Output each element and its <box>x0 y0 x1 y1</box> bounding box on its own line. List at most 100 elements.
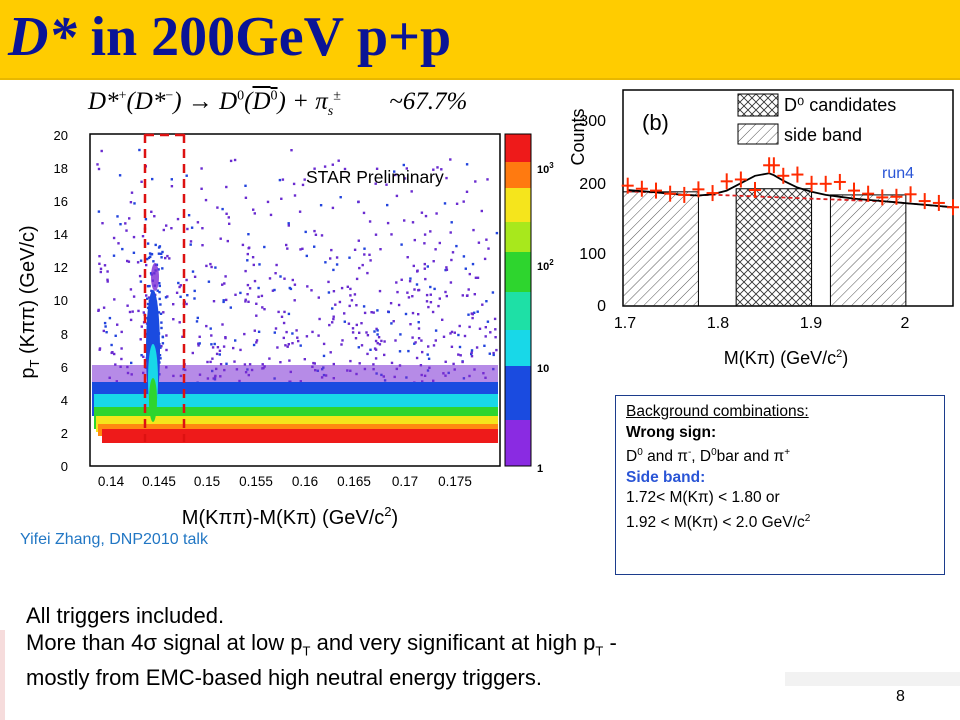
hist-dot <box>187 214 191 217</box>
hist-dot <box>146 242 150 245</box>
hist-dot <box>273 288 276 292</box>
hist-dot <box>221 283 224 286</box>
wrong-sign-label: Wrong sign: <box>626 423 717 441</box>
hist-dot <box>146 297 149 300</box>
title-bar <box>0 0 960 78</box>
hist-dot <box>451 251 455 254</box>
hist-dot <box>175 291 179 294</box>
hist-dot <box>414 341 417 344</box>
hist-dot <box>110 351 113 355</box>
cb-blue <box>505 366 531 420</box>
hist-dot <box>116 323 119 326</box>
hist-dot <box>120 347 123 350</box>
hist-dot <box>197 342 200 345</box>
hist-dot <box>465 163 469 166</box>
hist-dot <box>251 256 255 259</box>
data-point <box>805 175 818 192</box>
hist-dot <box>177 281 180 285</box>
hist-dot <box>407 296 411 299</box>
data-point <box>664 185 677 202</box>
hist-dot <box>287 222 290 225</box>
hist-dot <box>279 275 282 278</box>
hist-dot <box>369 259 372 262</box>
hist-dot <box>293 194 297 197</box>
hist-dot <box>287 343 290 346</box>
hist-dot <box>253 329 256 332</box>
hist-dot <box>263 308 266 311</box>
title-prefix: D* <box>8 6 77 68</box>
hist-dot <box>99 270 102 274</box>
hist-dot <box>279 361 282 364</box>
hist-dot <box>129 288 133 291</box>
run-label: run4 <box>882 165 914 182</box>
hist-dot <box>445 294 448 298</box>
hist-dot <box>362 211 366 215</box>
hist-dot <box>136 261 140 264</box>
hist-dot <box>241 243 245 247</box>
hist-dot <box>322 354 326 358</box>
right-ytick-0: 0 <box>597 298 606 315</box>
hist-dot <box>263 245 266 249</box>
title-divider <box>0 78 960 80</box>
hist-dot <box>396 290 399 294</box>
hist-dot <box>358 266 361 270</box>
hist-dot <box>434 248 437 251</box>
hist-dot <box>243 332 246 336</box>
right-ytick-300: 300 <box>579 113 606 130</box>
hist-dot <box>458 324 461 328</box>
hist-dot <box>348 256 351 259</box>
hist-dot <box>389 302 393 305</box>
hist-dot <box>314 233 318 236</box>
decay-pion-sup: ± <box>333 88 341 104</box>
hist-dot <box>331 321 334 324</box>
hist-dot <box>176 217 180 221</box>
hist-dot <box>121 247 124 251</box>
hist-dot <box>385 183 388 186</box>
hist-dot <box>411 295 414 298</box>
hist-dot <box>296 336 299 339</box>
hist-dot <box>284 344 287 347</box>
hist-dot <box>471 313 474 316</box>
ytick-0: 0 <box>61 459 68 474</box>
summary-line2: More than 4σ signal at low pT and very s… <box>26 630 617 659</box>
hist-dot <box>383 340 386 343</box>
hist-dot <box>366 271 369 275</box>
hist-dot <box>423 233 427 236</box>
hist-dot <box>354 337 358 340</box>
hist-dot <box>244 196 248 199</box>
hist-dot <box>340 286 344 290</box>
hist-dot <box>257 295 260 298</box>
hist-dot <box>353 248 357 251</box>
decay-formula: D*+(D*−) → D0(D0) + πs± ~67.7% <box>88 88 468 119</box>
hist-dot <box>376 333 379 336</box>
hist-dot <box>323 165 327 168</box>
hist-dot <box>102 306 106 309</box>
hist-dot <box>440 168 443 171</box>
hist-dot <box>158 290 161 294</box>
hist-dot <box>260 294 264 298</box>
hist-dot <box>159 357 162 360</box>
hist-dot <box>104 325 107 328</box>
hist-dot <box>355 277 359 281</box>
hist-dot <box>152 260 155 263</box>
hist-dot <box>114 334 117 337</box>
hist-dot <box>216 346 220 349</box>
hist-dot <box>394 173 397 177</box>
hist-dot <box>140 325 143 328</box>
hist-dot <box>283 310 286 314</box>
bg-heading: Background combinations: <box>626 403 809 420</box>
hist-dot <box>246 293 249 296</box>
hist-dot <box>209 360 212 364</box>
hist-dot <box>377 336 381 339</box>
side-band-line1: 1.72< M(Kπ) < 1.80 or <box>626 489 780 507</box>
hist-dot <box>146 285 150 288</box>
cb-label-10: 10 <box>537 363 549 375</box>
hist-dot <box>332 362 335 366</box>
data-point <box>749 181 761 198</box>
hist-dot <box>378 289 382 293</box>
hist-dot <box>186 294 189 297</box>
hist-dot <box>463 334 467 338</box>
right-xtick-1.8: 1.8 <box>707 315 729 332</box>
hist-dot <box>406 256 409 259</box>
hist-dot <box>409 277 412 280</box>
